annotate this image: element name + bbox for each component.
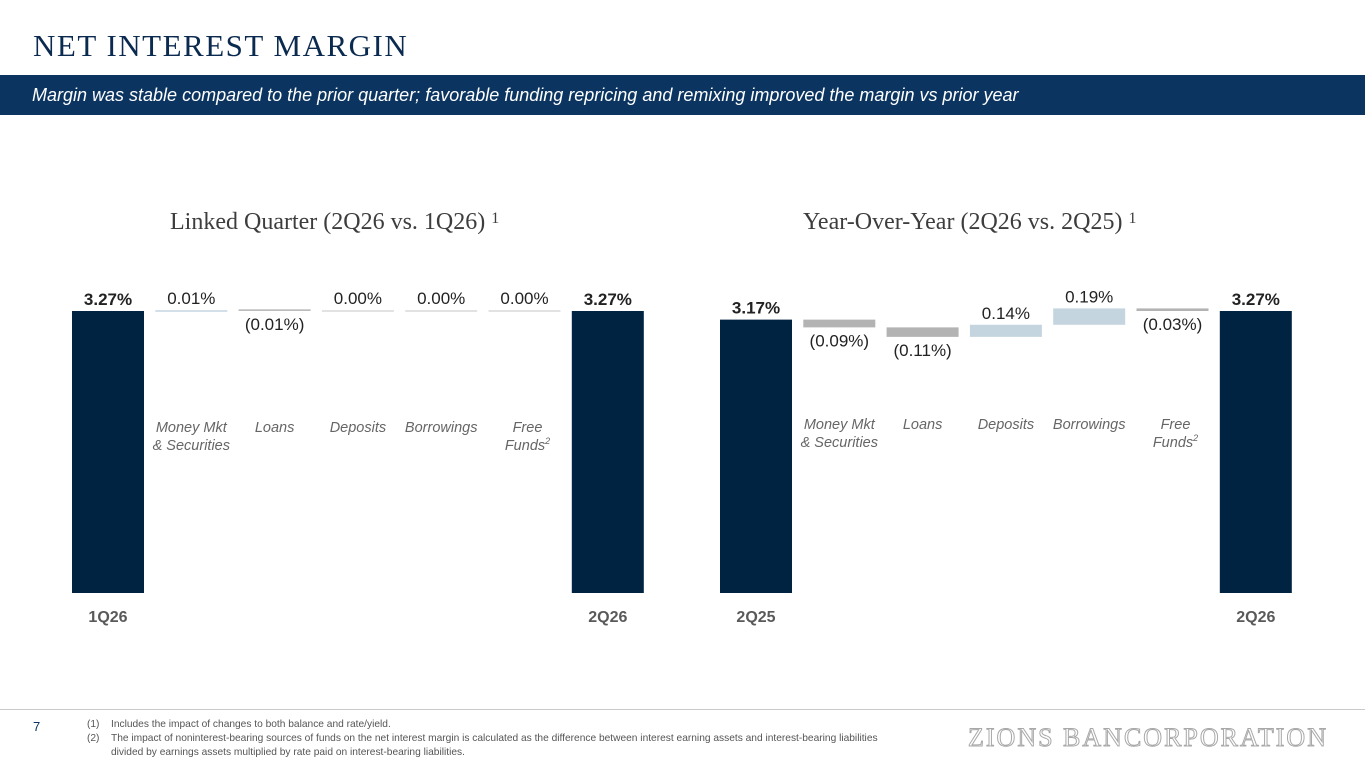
company-logo: ZIONS BANCORPORATION bbox=[968, 723, 1328, 753]
footer-divider bbox=[0, 709, 1365, 710]
category-label: 1Q26 bbox=[88, 609, 127, 626]
footnote-number: (1) bbox=[87, 719, 100, 730]
bar-total bbox=[720, 319, 792, 593]
data-label: 0.19% bbox=[1065, 287, 1113, 306]
category-label: Borrowings bbox=[1053, 417, 1126, 433]
category-label: Deposits bbox=[978, 417, 1034, 433]
category-label: 2Q26 bbox=[588, 609, 627, 626]
category-label: Free Funds2 bbox=[1153, 417, 1198, 451]
chart-title-footnote-marker: 1 bbox=[491, 210, 500, 227]
subtitle-banner: Margin was stable compared to the prior … bbox=[0, 75, 1365, 115]
data-label: 0.00% bbox=[334, 289, 382, 308]
bar-total bbox=[72, 310, 144, 593]
data-label: (0.09%) bbox=[810, 331, 870, 350]
data-label: 0.00% bbox=[417, 289, 465, 308]
data-label: 3.17% bbox=[732, 299, 780, 318]
page-number: 7 bbox=[33, 719, 41, 734]
data-label: (0.01%) bbox=[245, 315, 305, 334]
chart-title-text: Linked Quarter (2Q26 vs. 1Q26) bbox=[170, 209, 486, 235]
footnote-1: (1) Includes the impact of changes to bo… bbox=[87, 718, 907, 732]
data-label: (0.11%) bbox=[893, 341, 951, 360]
bar-total bbox=[1219, 310, 1292, 593]
bar-change bbox=[886, 327, 959, 337]
data-label: 0.01% bbox=[167, 289, 215, 308]
category-label: Free Funds2 bbox=[505, 420, 550, 454]
data-label: 3.27% bbox=[84, 290, 132, 309]
chart-title-year-over-year: Year-Over-Year (2Q26 vs. 2Q25) 1 bbox=[803, 209, 1136, 236]
bar-change bbox=[969, 324, 1042, 337]
chart-title-linked-quarter: Linked Quarter (2Q26 vs. 1Q26) 1 bbox=[170, 209, 499, 236]
category-label: Money Mkt & Securities bbox=[153, 420, 230, 454]
bar-change bbox=[803, 319, 876, 328]
chart-title-footnote-marker: 1 bbox=[1128, 210, 1137, 227]
bar-change bbox=[488, 310, 561, 312]
data-label: 3.27% bbox=[1232, 290, 1280, 309]
category-label: Deposits bbox=[330, 420, 386, 436]
footnote-text: Includes the impact of changes to both b… bbox=[111, 719, 391, 730]
chart-title-text: Year-Over-Year (2Q26 vs. 2Q25) bbox=[803, 209, 1123, 235]
bar-change bbox=[1136, 308, 1209, 311]
category-label: 2Q25 bbox=[736, 609, 775, 626]
data-label: 3.27% bbox=[584, 290, 632, 309]
data-label: 0.14% bbox=[982, 304, 1030, 323]
footnote-text: The impact of noninterest-bearing source… bbox=[111, 733, 878, 758]
category-label: Borrowings bbox=[405, 420, 478, 436]
footnote-number: (2) bbox=[87, 733, 100, 744]
bar-change bbox=[1053, 308, 1126, 325]
bar-total bbox=[571, 310, 644, 593]
bar-change bbox=[238, 309, 311, 311]
bar-change bbox=[321, 310, 394, 312]
bar-change bbox=[155, 310, 228, 312]
category-label: Loans bbox=[255, 420, 295, 436]
footnote-2: (2) The impact of noninterest-bearing so… bbox=[87, 732, 907, 760]
subtitle-text: Margin was stable compared to the prior … bbox=[32, 85, 1019, 105]
data-label: 0.00% bbox=[500, 289, 548, 308]
bar-change bbox=[405, 310, 478, 312]
page-title: NET INTEREST MARGIN bbox=[33, 28, 409, 63]
category-label: Loans bbox=[903, 417, 943, 433]
category-label: 2Q26 bbox=[1236, 609, 1275, 626]
data-label: (0.03%) bbox=[1143, 315, 1203, 334]
category-label: Money Mkt & Securities bbox=[801, 417, 878, 451]
footnotes: (1) Includes the impact of changes to bo… bbox=[87, 718, 907, 760]
